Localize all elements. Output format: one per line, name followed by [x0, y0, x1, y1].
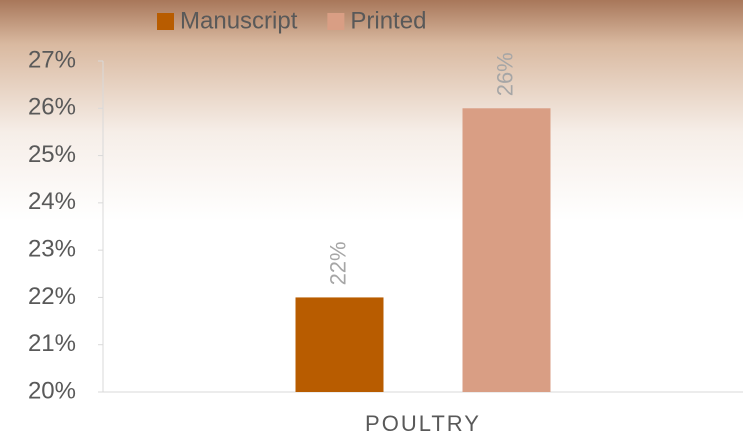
- y-tick-label: 27%: [28, 46, 76, 73]
- bar: [462, 108, 551, 393]
- y-tick-label: 26%: [28, 94, 76, 121]
- legend-swatch: [157, 13, 174, 30]
- bar: [295, 297, 384, 392]
- value-label: 22%: [325, 241, 350, 285]
- legend-label: Manuscript: [180, 7, 298, 34]
- y-tick-label: 23%: [28, 235, 76, 262]
- legend-label: Printed: [350, 7, 426, 34]
- x-tick-label: POULTRY: [365, 411, 481, 436]
- y-tick-label: 25%: [28, 141, 76, 168]
- y-tick-label: 22%: [28, 283, 76, 310]
- value-label: 26%: [492, 52, 517, 96]
- y-tick-label: 20%: [28, 377, 76, 404]
- legend-swatch: [327, 13, 345, 30]
- y-tick-label: 24%: [28, 188, 76, 215]
- y-tick-label: 21%: [28, 330, 76, 357]
